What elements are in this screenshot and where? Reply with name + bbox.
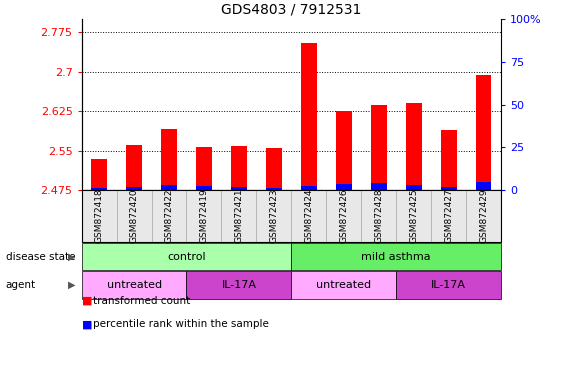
Text: ■: ■	[82, 296, 92, 306]
Text: GSM872419: GSM872419	[199, 189, 208, 243]
Bar	[301, 186, 317, 190]
Bar	[196, 147, 212, 190]
Text: GSM872427: GSM872427	[444, 189, 453, 243]
Bar	[406, 185, 422, 190]
Text: ▶: ▶	[68, 252, 76, 262]
Bar	[266, 187, 282, 190]
Text: agent: agent	[6, 280, 36, 290]
Bar	[161, 185, 177, 190]
Bar	[336, 184, 352, 190]
Text: untreated: untreated	[316, 280, 372, 290]
Bar	[231, 146, 247, 190]
Bar	[371, 105, 387, 190]
Bar	[126, 146, 142, 190]
Text: GSM872428: GSM872428	[374, 189, 383, 243]
Text: GSM872420: GSM872420	[129, 189, 138, 243]
Text: IL-17A: IL-17A	[431, 280, 466, 290]
Text: GSM872422: GSM872422	[164, 189, 173, 243]
Bar	[91, 187, 107, 190]
Text: transformed count: transformed count	[93, 296, 190, 306]
Text: GSM872426: GSM872426	[339, 189, 348, 243]
Bar	[301, 43, 317, 190]
Text: mild asthma: mild asthma	[361, 252, 431, 262]
Bar	[441, 130, 457, 190]
Title: GDS4803 / 7912531: GDS4803 / 7912531	[221, 3, 361, 17]
Bar	[196, 186, 212, 190]
Text: IL-17A: IL-17A	[221, 280, 256, 290]
Bar	[161, 129, 177, 190]
Bar	[406, 103, 422, 190]
Bar	[476, 76, 491, 190]
Text: ■: ■	[82, 319, 92, 329]
Text: GSM872429: GSM872429	[479, 189, 488, 243]
Bar	[441, 187, 457, 190]
Text: GSM872421: GSM872421	[234, 189, 243, 243]
Text: disease state: disease state	[6, 252, 75, 262]
Bar	[266, 148, 282, 190]
Text: percentile rank within the sample: percentile rank within the sample	[93, 319, 269, 329]
Text: GSM872418: GSM872418	[95, 189, 104, 243]
Bar	[371, 183, 387, 190]
Bar	[336, 111, 352, 190]
Bar	[231, 187, 247, 190]
Bar	[91, 159, 107, 190]
Text: untreated: untreated	[106, 280, 162, 290]
Bar	[476, 182, 491, 190]
Text: ▶: ▶	[68, 280, 76, 290]
Text: GSM872424: GSM872424	[305, 189, 314, 243]
Text: control: control	[167, 252, 206, 262]
Bar	[126, 187, 142, 190]
Text: GSM872423: GSM872423	[269, 189, 278, 243]
Text: GSM872425: GSM872425	[409, 189, 418, 243]
